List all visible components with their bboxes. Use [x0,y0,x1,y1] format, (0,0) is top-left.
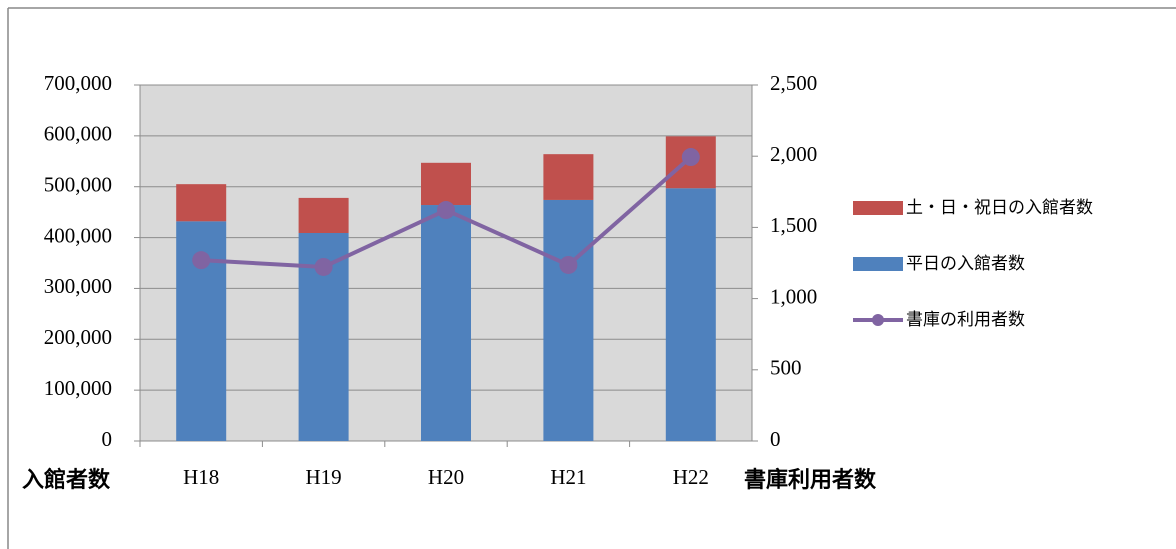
y2-tick-label: 1,500 [770,213,817,237]
bar [176,184,227,222]
legend-label: 土・日・祝日の入館者数 [906,198,1093,218]
y2-tick-label: 2,500 [770,71,817,95]
y2-tick-label: 0 [770,427,781,451]
x-tick-label: H19 [306,465,342,489]
bar [298,197,349,233]
x-tick-label: H21 [550,465,586,489]
y-tick-label: 200,000 [44,325,112,349]
line-marker [437,201,455,220]
y-tick-label: 100,000 [44,376,112,400]
y-tick-label: 0 [102,427,113,451]
y-tick-label: 700,000 [44,71,112,95]
y-tick-label: 400,000 [44,223,112,247]
x-tick-label: H22 [673,465,709,489]
x-tick-label: H20 [428,465,464,489]
line-marker [681,148,700,167]
bar [665,188,716,441]
legend-swatch [853,257,903,271]
bar [421,162,471,206]
y-axis-title: 入館者数 [22,467,111,493]
y2-tick-label: 500 [770,356,802,380]
y2-tick-label: 2,000 [770,142,817,166]
y-tick-label: 500,000 [44,173,112,197]
legend-swatch [853,201,903,215]
x-tick-label: H18 [183,465,219,489]
y-tick-label: 300,000 [44,274,112,298]
y2-axis-title: 書庫利用者数 [744,467,877,493]
line-marker [559,255,578,274]
bar [543,154,594,200]
bar [543,199,594,441]
legend-swatch [872,314,884,326]
legend-label: 書庫の利用者数 [906,310,1025,330]
line-marker [192,251,211,270]
line-marker [314,257,333,276]
bar [421,205,471,441]
y2-tick-label: 1,000 [770,284,817,308]
y-tick-label: 600,000 [44,122,112,146]
legend-label: 平日の入館者数 [906,254,1025,274]
